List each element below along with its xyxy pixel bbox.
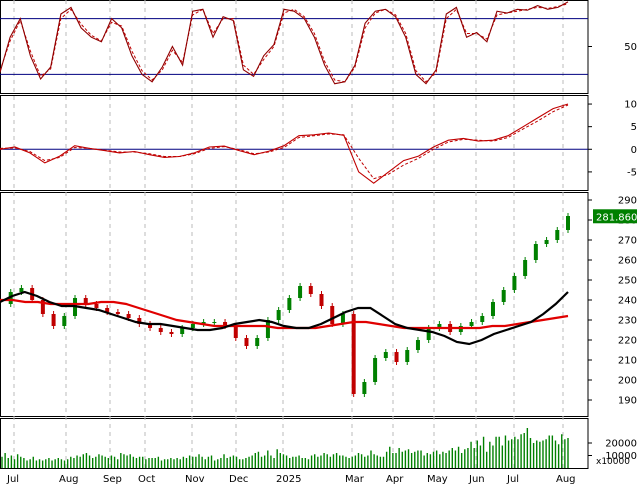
x-tick-label: Oct — [138, 474, 155, 485]
x-tick-label: Apr — [386, 474, 404, 485]
price-bar-body — [330, 306, 335, 324]
stoch-signal-line — [0, 3, 569, 83]
volume-unit-label: x10000 — [596, 457, 630, 467]
macd-frame — [0, 95, 589, 191]
price-bar-body — [115, 312, 120, 314]
price-bar-body — [51, 314, 56, 326]
price-bar-body — [533, 244, 538, 260]
price-bar-body — [158, 328, 163, 332]
price-y-tick-label: 250 — [618, 276, 637, 287]
price-bar-body — [394, 352, 399, 362]
price-y-tick-label: 210 — [618, 356, 637, 367]
x-tick-label: Sep — [103, 474, 122, 485]
volume-y-tick-label: 20000 — [605, 439, 637, 450]
price-bar-body — [244, 338, 249, 346]
price-bar-body — [255, 338, 260, 346]
price-bar-body — [544, 240, 549, 244]
price-bar-body — [426, 328, 431, 340]
price-bar-body — [83, 298, 88, 304]
price-bar-body — [469, 322, 474, 326]
price-bar-body — [566, 216, 570, 230]
x-tick-label: Aug — [556, 474, 576, 485]
price-bar-body — [373, 358, 378, 382]
price-bar-body — [319, 294, 324, 306]
price-bar-body — [94, 304, 99, 308]
price-y-tick-label: 290 — [618, 196, 637, 207]
price-bar-body — [298, 286, 303, 298]
ma-long-line — [0, 298, 569, 330]
x-tick-label: Jun — [468, 474, 485, 485]
price-y-tick-label: 230 — [618, 316, 637, 327]
last-price-tag-bg — [593, 209, 637, 224]
price-bar-body — [351, 314, 356, 394]
price-bar-body — [340, 314, 345, 324]
price-bar-body — [105, 308, 110, 312]
price-bar-body — [490, 302, 495, 316]
price-bar-body — [287, 298, 292, 310]
price-bar-body — [148, 324, 153, 328]
price-bar-body — [19, 288, 24, 292]
price-y-tick-label: 260 — [618, 256, 637, 267]
price-bar-body — [523, 260, 528, 276]
price-bar-body — [555, 230, 560, 240]
panel-frames — [0, 0, 589, 469]
price-bar-body — [362, 382, 367, 394]
macd-y-tick-label: 5 — [631, 122, 637, 133]
x-tick-label: Nov — [185, 474, 205, 485]
price-bar-body — [126, 314, 131, 318]
macd-panel: 10 5 0 -5 — [0, 100, 637, 184]
x-tick-label: Jul — [506, 474, 519, 485]
price-y-tick-label: 200 — [618, 376, 637, 387]
price-y-tick-label: 220 — [618, 336, 637, 347]
price-bar-body — [169, 332, 174, 334]
price-bar-body — [223, 322, 228, 326]
price-frame — [0, 192, 589, 417]
price-bar-body — [137, 318, 142, 324]
x-tick-label: Dec — [229, 474, 248, 485]
x-tick-label: 2025 — [276, 474, 301, 485]
price-bar-body — [308, 286, 313, 294]
ma-short-line — [0, 290, 569, 346]
price-y-tick-label: 240 — [618, 296, 637, 307]
price-bar-body — [480, 316, 485, 322]
macd-y-tick-label: 10 — [624, 100, 637, 111]
price-bar-body — [276, 310, 281, 320]
price-bar-body — [212, 322, 217, 323]
stoch-k-line — [0, 1, 569, 85]
last-price-label: 281.860 — [596, 212, 637, 223]
price-bar-body — [180, 328, 185, 334]
price-bar-body — [405, 350, 410, 362]
x-tick-label: Mar — [345, 474, 365, 485]
price-panel: 290280270260250240230220210200190 — [0, 196, 637, 407]
price-bar-body — [233, 326, 238, 338]
macd-signal-line — [0, 104, 569, 180]
price-bar-body — [501, 290, 506, 302]
volume-y-tick-label: 10000 — [605, 451, 637, 462]
price-y-tick-label: 190 — [618, 396, 637, 407]
price-bar-body — [201, 322, 206, 324]
price-bar-body — [190, 324, 195, 328]
price-bar-body — [512, 276, 517, 290]
x-tick-label: Aug — [59, 474, 79, 485]
price-bar-body — [40, 300, 45, 314]
price-bar-body — [8, 292, 13, 304]
stoch-y-tick-label: 50 — [624, 42, 637, 53]
macd-y-tick-label: -5 — [627, 167, 637, 178]
x-tick-label: May — [427, 474, 448, 485]
stochastic-panel: 50 — [0, 1, 637, 85]
price-bar-body — [383, 352, 388, 358]
price-bar-body — [265, 320, 270, 338]
last-price-tag: 281.860 — [593, 209, 637, 224]
macd-y-tick-label: 0 — [631, 145, 637, 156]
price-bar-body — [415, 340, 420, 350]
price-bar-body — [437, 324, 442, 328]
price-y-tick-label: 270 — [618, 236, 637, 247]
macd-line — [0, 103, 569, 184]
x-axis: Jul Aug Sep Oct Nov Dec 2025 Mar Apr May Jun Jul Aug — [6, 474, 576, 485]
x-tick-label: Jul — [6, 474, 19, 485]
price-bar-body — [62, 316, 67, 326]
